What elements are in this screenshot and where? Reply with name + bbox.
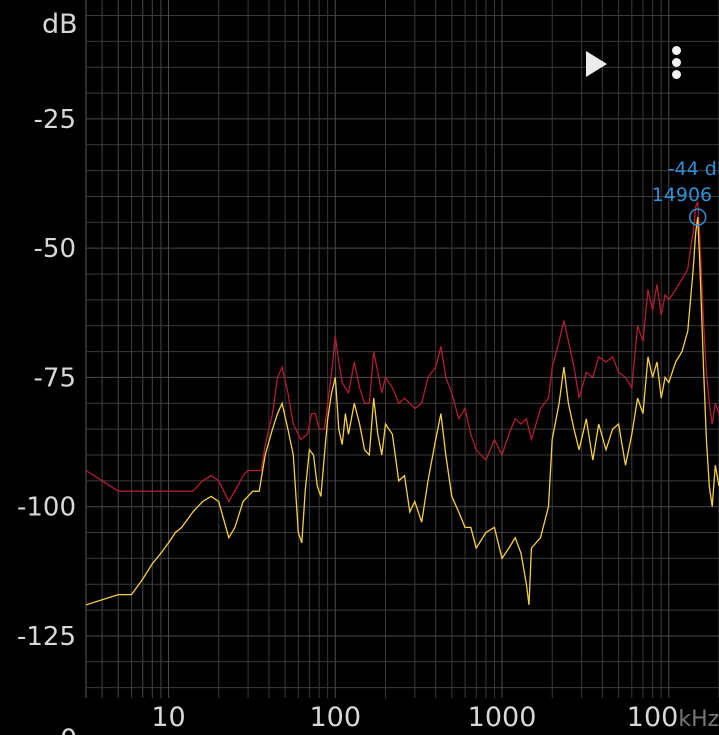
y-tick-label: -75 — [34, 363, 76, 393]
peak-marker: -44 dB14906 Hz14906 — [652, 158, 719, 226]
x-axis-ticks: 10 100 1000 100kHz — [151, 702, 719, 733]
x-unit-label: kHz — [678, 707, 719, 732]
y-tick-label: -50 — [34, 234, 76, 264]
spectrum-series-line — [86, 217, 719, 606]
peak-hold-series-line — [86, 201, 719, 503]
peak-marker-circle — [688, 208, 707, 226]
more-options-button[interactable] — [660, 40, 694, 86]
y-axis-ticks: -25 -50 -75 -100 -125 — [17, 105, 76, 652]
peak-marker-hz-label: 14906 Hz — [652, 184, 719, 206]
play-button[interactable] — [576, 44, 616, 84]
x-tick-label: 100 — [310, 702, 362, 733]
y-tick-label: -125 — [17, 622, 76, 652]
grid — [85, 0, 719, 698]
x-tick-label: 100kHz — [627, 702, 719, 733]
more-vertical-icon — [672, 46, 681, 55]
x-tick-label: 10 — [151, 702, 185, 733]
y-tick-label: -25 — [34, 105, 76, 135]
bottom-cut-label: 0 — [60, 724, 77, 735]
y-tick-label: -100 — [17, 493, 76, 523]
play-icon — [586, 51, 607, 77]
y-axis-unit: dB — [42, 9, 78, 40]
x-tick-label: 1000 — [468, 702, 537, 733]
peak-marker-db-label: -44 dB — [668, 158, 719, 180]
